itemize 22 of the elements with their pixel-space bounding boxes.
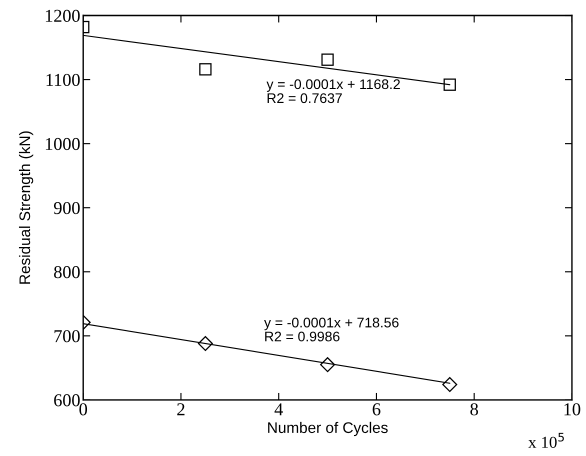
x-tick-label: 2 [177,403,184,416]
text: x 10$^{5}$ [528,432,564,448]
y-tick-label: 800 [54,266,80,278]
y-tick-label: 1200 [46,10,80,22]
x-tick-label: 10 [564,403,580,416]
y-axis-title: Residual Strength (kN) [18,131,34,284]
x-tick-label: 6 [372,403,380,416]
y-tick-label: 700 [54,330,80,342]
x-axis-title: Number of Cycles [268,422,388,436]
x-tick-label: 0 [79,403,88,416]
point [320,357,336,372]
y-tick-label: 600 [54,394,80,406]
x-tick-label: 4 [274,403,283,416]
x-tick-label: 8 [470,403,478,416]
point [444,78,456,91]
point [442,377,458,392]
annotation: y = -0.0001x + 1168.2 R2 = 0.7637 [266,79,400,104]
point [321,54,334,66]
y-tick-label: 1000 [46,138,80,150]
y-tick-label: 1100 [46,74,80,86]
annotation: y = -0.0001x + 718.56 R2 = 0.9986 [264,318,399,342]
y-tick-label: 900 [54,202,80,214]
